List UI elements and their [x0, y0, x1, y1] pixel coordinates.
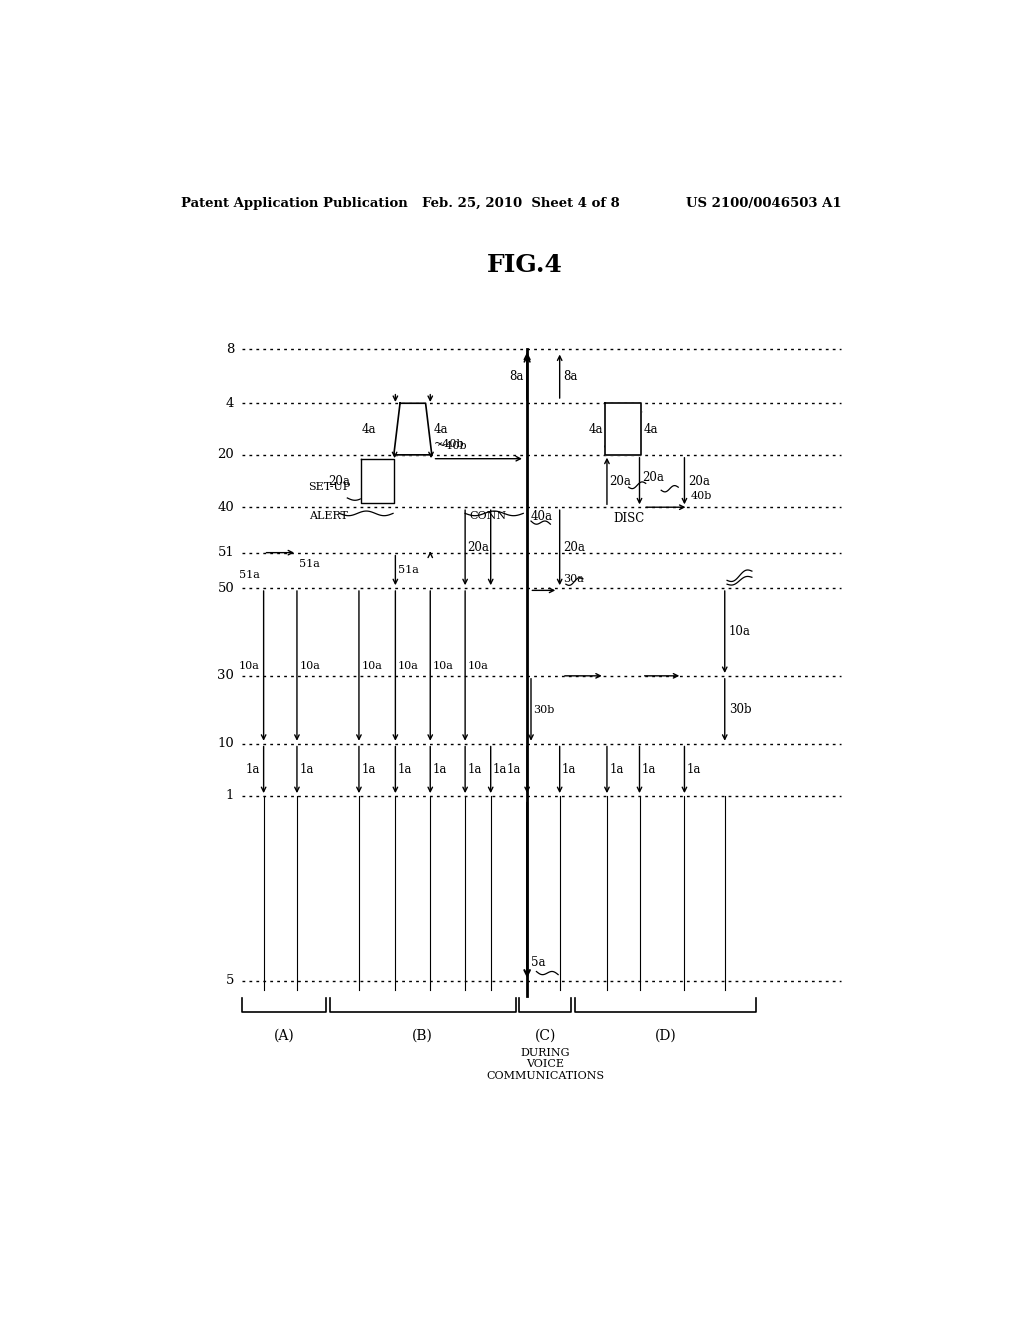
Text: 40b: 40b — [690, 491, 712, 502]
Text: 4: 4 — [226, 397, 234, 409]
Text: 1a: 1a — [562, 763, 577, 776]
Text: 30b: 30b — [729, 704, 752, 717]
Text: 1a: 1a — [432, 763, 446, 776]
Text: 4a: 4a — [434, 422, 449, 436]
Text: 30: 30 — [217, 669, 234, 682]
Text: (A): (A) — [273, 1028, 294, 1043]
Text: 10a: 10a — [361, 661, 382, 671]
Text: 1: 1 — [226, 789, 234, 803]
Text: 1a: 1a — [609, 763, 624, 776]
Text: 20a: 20a — [642, 471, 664, 483]
Text: 20a: 20a — [328, 474, 349, 487]
Text: 40: 40 — [217, 500, 234, 513]
Polygon shape — [360, 459, 394, 503]
Text: 30b: 30b — [534, 705, 555, 714]
Text: SET-UP: SET-UP — [308, 482, 351, 492]
Text: 20a: 20a — [563, 541, 586, 554]
Text: 1a: 1a — [687, 763, 701, 776]
Polygon shape — [605, 404, 641, 455]
Text: 51a: 51a — [239, 570, 260, 579]
Text: 8: 8 — [226, 343, 234, 356]
Text: 5: 5 — [226, 974, 234, 987]
Text: 51a: 51a — [397, 565, 419, 576]
Text: CONN: CONN — [469, 511, 506, 521]
Text: ~40b: ~40b — [434, 438, 465, 449]
Text: ALERT: ALERT — [308, 511, 347, 521]
Text: 10a: 10a — [467, 661, 488, 671]
Text: 8a: 8a — [509, 370, 523, 383]
Text: 40a: 40a — [531, 510, 553, 523]
Polygon shape — [394, 404, 432, 455]
Text: DURING
VOICE
COMMUNICATIONS: DURING VOICE COMMUNICATIONS — [486, 1048, 604, 1081]
Text: 30a: 30a — [563, 574, 585, 585]
Text: 1a: 1a — [642, 763, 656, 776]
Text: 1a: 1a — [467, 763, 482, 776]
Text: 20: 20 — [217, 449, 234, 462]
Text: 1a: 1a — [397, 763, 412, 776]
Text: 4a: 4a — [643, 422, 657, 436]
Text: 20a: 20a — [688, 474, 711, 487]
Text: 50: 50 — [217, 582, 234, 594]
Text: 1a: 1a — [299, 763, 313, 776]
Text: 10a: 10a — [729, 626, 751, 639]
Text: 10a: 10a — [397, 661, 419, 671]
Text: 1a: 1a — [246, 763, 260, 776]
Text: 10a: 10a — [432, 661, 454, 671]
Text: Feb. 25, 2010  Sheet 4 of 8: Feb. 25, 2010 Sheet 4 of 8 — [423, 197, 621, 210]
Text: 4a: 4a — [361, 422, 376, 436]
Text: DISC: DISC — [613, 512, 644, 525]
Text: FIG.4: FIG.4 — [486, 252, 563, 277]
Text: 1a: 1a — [493, 763, 508, 776]
Text: 10: 10 — [217, 737, 234, 750]
Text: 51a: 51a — [299, 558, 321, 569]
Text: ~40b: ~40b — [436, 441, 467, 451]
Text: US 2100/0046503 A1: US 2100/0046503 A1 — [686, 197, 842, 210]
Text: 5a: 5a — [531, 956, 546, 969]
Text: 20a: 20a — [609, 474, 631, 487]
Text: 20a: 20a — [467, 541, 489, 554]
Text: 1a: 1a — [361, 763, 376, 776]
Text: 8a: 8a — [563, 370, 578, 383]
Text: (C): (C) — [535, 1028, 556, 1043]
Text: 51: 51 — [217, 546, 234, 560]
Text: 1a: 1a — [507, 763, 521, 776]
Text: 10a: 10a — [239, 661, 260, 671]
Text: (D): (D) — [654, 1028, 676, 1043]
Text: Patent Application Publication: Patent Application Publication — [180, 197, 408, 210]
Text: 10a: 10a — [299, 661, 321, 671]
Text: 4a: 4a — [589, 422, 603, 436]
Text: (B): (B) — [412, 1028, 433, 1043]
